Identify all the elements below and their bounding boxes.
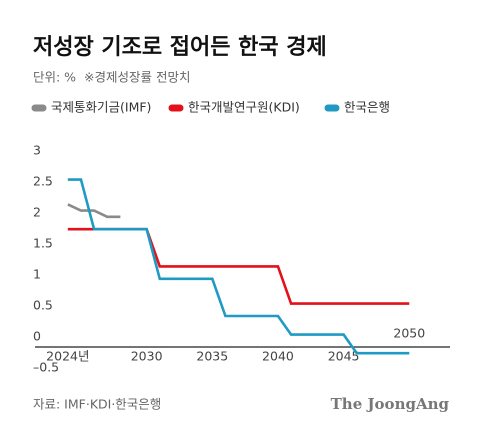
y-tick-label: 3 [33, 143, 41, 158]
legend-label: 한국은행 [344, 100, 390, 115]
y-tick-label: 0 [33, 329, 41, 344]
y-tick-label: –0.5 [33, 360, 59, 375]
source: 자료: IMF·KDI·한국은행 [33, 397, 161, 412]
y-tick-label: 1.5 [33, 236, 53, 251]
y-tick-label: 1 [33, 267, 41, 282]
x-tick-label: 2024년 [46, 349, 89, 364]
y-tick-label: 2.5 [33, 174, 53, 189]
x-tick-label: 2040 [262, 349, 294, 364]
chart-subtitle: 단위: % ※경제성장률 전망치 [33, 70, 190, 85]
line-series [67, 203, 121, 219]
legend-label: 국제통화기금(IMF) [51, 100, 151, 115]
line-series [67, 178, 410, 355]
y-tick-label: 2 [33, 205, 41, 220]
logo: The JoongAng [331, 395, 450, 413]
x-tick-label: 2030 [131, 349, 163, 364]
x-tick-label: 2050 [393, 326, 425, 341]
x-tick-label: 2045 [328, 349, 360, 364]
x-tick-label: 2035 [196, 349, 228, 364]
chart-title: 저성장 기조로 접어든 한국 경제 [33, 35, 327, 60]
line-series [67, 227, 410, 305]
legend-label: 한국개발연구원(KDI) [188, 100, 300, 115]
y-tick-label: 0.5 [33, 298, 53, 313]
